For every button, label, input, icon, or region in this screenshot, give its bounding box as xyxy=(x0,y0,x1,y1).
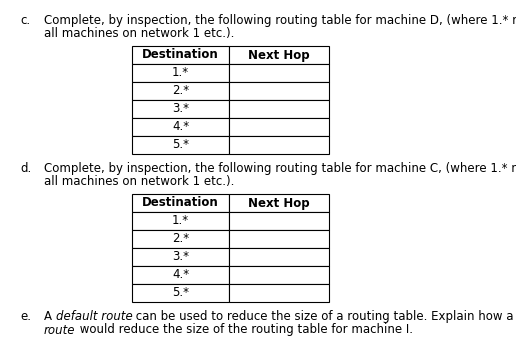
Bar xyxy=(132,284,229,302)
Text: Complete, by inspection, the following routing table for machine D, (where 1.* m: Complete, by inspection, the following r… xyxy=(44,14,516,27)
Bar xyxy=(229,100,329,118)
Text: would reduce the size of the routing table for machine I.: would reduce the size of the routing tab… xyxy=(75,324,412,337)
Bar xyxy=(229,118,329,136)
Bar xyxy=(229,284,329,302)
Bar xyxy=(132,64,229,82)
Text: Destination: Destination xyxy=(142,197,219,210)
Bar xyxy=(229,194,329,212)
Bar xyxy=(132,46,229,64)
Text: e.: e. xyxy=(20,310,31,323)
Text: 5.*: 5.* xyxy=(172,286,189,299)
Bar xyxy=(229,46,329,64)
Text: 2.*: 2.* xyxy=(172,84,189,97)
Bar xyxy=(132,266,229,284)
Text: Next Hop: Next Hop xyxy=(248,197,310,210)
Text: all machines on network 1 etc.).: all machines on network 1 etc.). xyxy=(44,28,234,41)
Text: Next Hop: Next Hop xyxy=(248,49,310,62)
Text: 3.*: 3.* xyxy=(172,251,189,264)
Bar xyxy=(132,100,229,118)
Text: A: A xyxy=(44,310,56,323)
Bar xyxy=(229,82,329,100)
Text: d.: d. xyxy=(20,162,31,175)
Bar xyxy=(229,266,329,284)
Bar xyxy=(132,118,229,136)
Bar xyxy=(132,230,229,248)
Bar xyxy=(229,248,329,266)
Bar xyxy=(132,194,229,212)
Text: 1.*: 1.* xyxy=(172,67,189,80)
Text: default route: default route xyxy=(56,310,133,323)
Text: can be used to reduce the size of a routing table. Explain how a: can be used to reduce the size of a rout… xyxy=(133,310,516,323)
Text: 5.*: 5.* xyxy=(172,139,189,152)
Bar xyxy=(132,82,229,100)
Text: 4.*: 4.* xyxy=(172,269,189,282)
Text: 4.*: 4.* xyxy=(172,121,189,134)
Text: Destination: Destination xyxy=(142,49,219,62)
Text: 3.*: 3.* xyxy=(172,102,189,115)
Bar xyxy=(132,212,229,230)
Text: 1.*: 1.* xyxy=(172,215,189,227)
Bar xyxy=(229,212,329,230)
Text: all machines on network 1 etc.).: all machines on network 1 etc.). xyxy=(44,176,234,189)
Bar xyxy=(132,136,229,154)
Text: c.: c. xyxy=(20,14,30,27)
Bar xyxy=(229,230,329,248)
Bar xyxy=(229,136,329,154)
Text: route: route xyxy=(44,324,75,337)
Bar xyxy=(229,64,329,82)
Text: 2.*: 2.* xyxy=(172,232,189,245)
Text: Complete, by inspection, the following routing table for machine C, (where 1.* m: Complete, by inspection, the following r… xyxy=(44,162,516,175)
Bar xyxy=(132,248,229,266)
